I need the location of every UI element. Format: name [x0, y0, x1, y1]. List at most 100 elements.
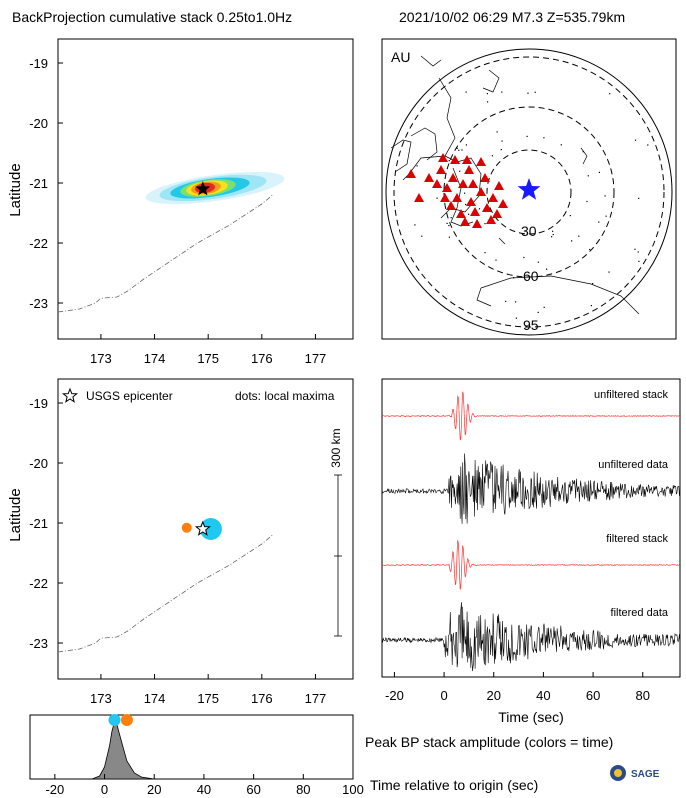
station-triangle — [432, 179, 442, 188]
coast-dot — [546, 268, 548, 270]
station-triangle — [458, 179, 468, 188]
coast-dot — [436, 197, 438, 199]
ytick-label: -19 — [29, 56, 48, 71]
ring-label-30: 30 — [521, 223, 537, 239]
waveform-xlabel: Time (sec) — [498, 709, 564, 725]
ytick-label: -21 — [29, 176, 48, 191]
station-triangle — [470, 207, 480, 216]
trench-line — [57, 194, 273, 313]
coast-dot — [484, 223, 486, 225]
coast-dot — [638, 197, 640, 199]
coast-dot — [496, 131, 498, 133]
coast-dot — [456, 147, 458, 149]
coast-dot — [414, 224, 416, 226]
stack-trace — [381, 391, 681, 441]
xtick-label: 174 — [144, 351, 166, 366]
xtick-label: 177 — [305, 691, 327, 706]
station-triangle — [482, 203, 492, 212]
coast-dot — [484, 252, 486, 254]
scale-label: 300 km — [329, 428, 343, 467]
local-maxima — [181, 518, 222, 540]
xtick-label: 175 — [197, 691, 219, 706]
xtick-label: 100 — [342, 782, 364, 797]
station-triangle — [476, 157, 486, 166]
coast-dot — [605, 215, 607, 217]
ytick-label: -23 — [29, 296, 48, 311]
xtick-label: 40 — [536, 688, 550, 703]
maximum-dot — [199, 518, 222, 540]
label-filtered-stack: filtered stack — [606, 533, 668, 545]
xtick-label: 177 — [305, 351, 327, 366]
waveform-traces — [381, 391, 681, 672]
xtick-label: 174 — [144, 691, 166, 706]
coast-dot — [587, 175, 589, 177]
coast-dot — [527, 92, 529, 94]
coast-dot — [590, 305, 592, 307]
coast-dot — [571, 240, 573, 242]
xtick-label: -20 — [385, 688, 404, 703]
station-map-frame — [381, 38, 677, 340]
station-triangle — [452, 193, 462, 202]
station-triangle — [442, 183, 452, 192]
xtick-label: 176 — [251, 351, 273, 366]
stack-map-ticks: -19 -20 -21 -22 -23 173 174 175 176 177 — [29, 56, 326, 366]
station-triangle — [414, 193, 424, 202]
station-triangle — [462, 155, 472, 164]
coast-dot — [421, 235, 423, 237]
data-trace — [381, 453, 681, 524]
station-triangle — [464, 165, 474, 174]
coast-dot — [500, 149, 502, 151]
legend-star-icon — [61, 387, 79, 403]
coast-dot — [598, 221, 600, 223]
coast-dot — [465, 144, 467, 146]
station-triangle — [480, 173, 490, 182]
ytick-label: -22 — [29, 576, 48, 591]
station-triangle — [492, 209, 502, 218]
peak-frame — [29, 714, 354, 780]
coast-dot — [468, 213, 470, 215]
coast-dot — [495, 259, 497, 261]
peak-time-markers — [108, 714, 133, 726]
legend-dots: dots: local maxima — [235, 389, 335, 403]
xtick-label: 20 — [147, 782, 161, 797]
station-triangle — [460, 217, 470, 226]
coast-dot — [537, 261, 539, 263]
coast-dot — [552, 234, 554, 236]
station-triangle — [438, 153, 448, 162]
station-triangle — [466, 197, 476, 206]
stack-heatmap — [145, 171, 285, 205]
coast-dot — [458, 149, 460, 151]
coast-dot — [637, 251, 639, 253]
coast-dot — [513, 277, 515, 279]
coast-dot — [552, 230, 554, 232]
peak-ticks: -20 0 20 40 60 80 100 — [45, 774, 364, 797]
coast-dot — [551, 236, 553, 238]
coast-dot — [501, 140, 503, 142]
coast-dot — [448, 225, 450, 227]
coast-dot — [578, 235, 580, 237]
peak-marker — [108, 714, 121, 726]
xtick-label: 60 — [246, 782, 260, 797]
trench-line — [57, 534, 273, 653]
xtick-label: 20 — [487, 688, 501, 703]
peak-xlabel: Time relative to origin (sec) — [370, 777, 539, 793]
coast-dot — [465, 203, 467, 206]
coast-dot — [491, 155, 493, 157]
coast-dot — [446, 222, 448, 224]
coast-dot — [537, 311, 539, 313]
xtick-label: 80 — [636, 688, 650, 703]
station-triangle — [456, 209, 466, 218]
coast-dot — [604, 195, 606, 197]
ytick-label: -20 — [29, 116, 48, 131]
xtick-label: 60 — [586, 688, 600, 703]
station-triangle — [494, 181, 504, 190]
waveform-frame — [381, 378, 681, 678]
label-unfiltered-stack: unfiltered stack — [594, 389, 668, 401]
coast-dot — [608, 271, 610, 273]
coast-dot — [465, 91, 467, 93]
coast-dot — [448, 160, 450, 162]
scale-bar — [334, 474, 342, 637]
data-trace — [381, 602, 681, 672]
coast-dot — [609, 93, 611, 95]
coast-dot — [487, 101, 489, 103]
